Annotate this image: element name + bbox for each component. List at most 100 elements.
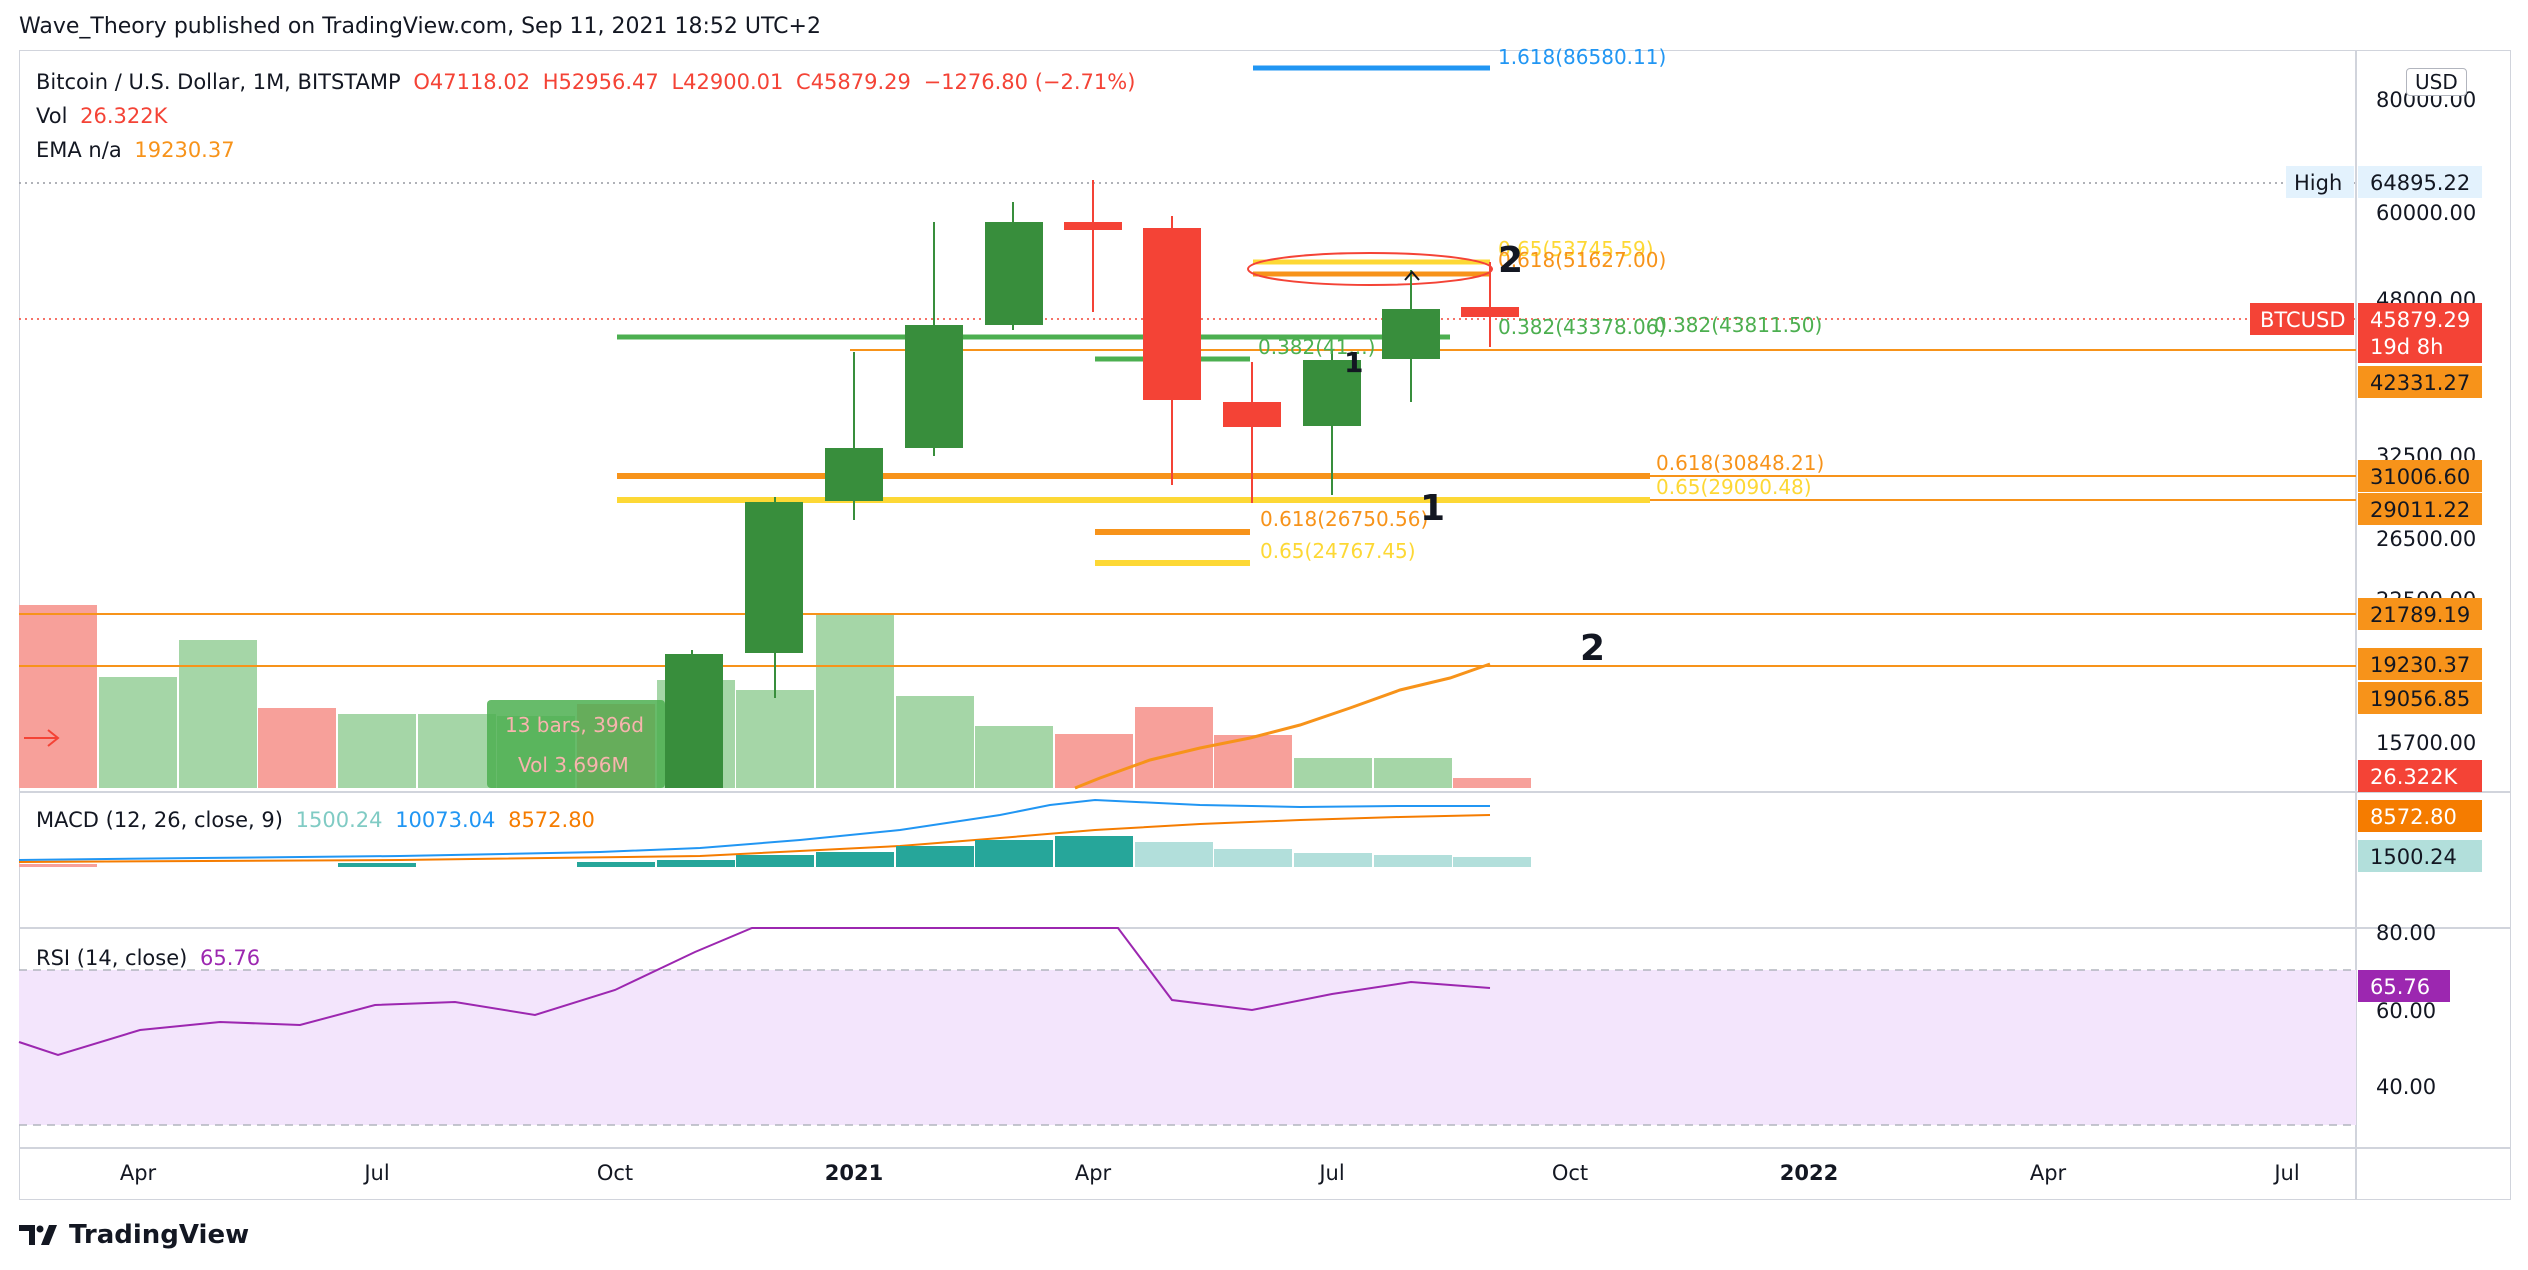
macd-bar [19, 864, 97, 867]
measure-vol-text: Vol 3.696M [518, 753, 629, 777]
legend-change: −1276.80 (−2.71%) [923, 70, 1136, 94]
chart-canvas[interactable]: 13 bars, 396d Vol 3.696M [0, 0, 2528, 1210]
candle-body[interactable] [1143, 228, 1201, 400]
ema-line[interactable] [1074, 662, 1491, 790]
macd-hist-badge-value: 1500.24 [2370, 845, 2457, 869]
price-tick: 60000.00 [2376, 201, 2476, 225]
time-axis[interactable]: Apr Jul Oct 2021 Apr Jul Oct 2022 Apr Ju… [120, 1161, 2300, 1185]
high-marker-label: High [2294, 171, 2342, 195]
macd-legend[interactable]: MACD (12, 26, close, 9) 1500.24 10073.04… [36, 808, 601, 832]
time-tick: Oct [1552, 1161, 1588, 1185]
volume-legend[interactable]: Vol 26.322K [36, 104, 173, 128]
macd-bar [657, 860, 735, 867]
time-tick: Apr [2030, 1161, 2067, 1185]
price-badge-value: 31006.60 [2370, 465, 2470, 489]
rsi-badge [2358, 970, 2450, 1002]
rsi-tick: 60.00 [2376, 999, 2436, 1023]
footer-brand[interactable]: TradingView [19, 1220, 249, 1250]
macd-bar [1214, 849, 1292, 867]
volume-bars [19, 605, 1531, 788]
symbol-legend[interactable]: Bitcoin / U.S. Dollar, 1M, BITSTAMP O471… [36, 70, 1141, 94]
wave-label: 1 [1420, 488, 1445, 529]
candle-body[interactable] [745, 502, 803, 653]
legend-high: H52956.47 [542, 70, 659, 94]
candle-body[interactable] [665, 654, 723, 788]
candle-body[interactable] [1461, 307, 1519, 317]
ema-legend[interactable]: EMA n/a 19230.37 [36, 138, 241, 162]
volume-bar [816, 613, 894, 788]
candle-body[interactable] [1223, 402, 1281, 427]
price-badge [2358, 598, 2482, 630]
macd-bar [1294, 853, 1372, 867]
macd-signal-line[interactable] [18, 814, 1491, 863]
measure-box[interactable] [487, 700, 665, 788]
volume-bar [1294, 758, 1372, 788]
price-axis[interactable]: 80000.00 60000.00 48000.00 32500.00 2650… [2376, 88, 2476, 1099]
price-badge-last-value: 45879.29 [2370, 308, 2470, 332]
candle-body[interactable] [1064, 222, 1122, 230]
fib-label: 0.65(24767.45) [1260, 539, 1416, 563]
volume-bar [1374, 758, 1452, 788]
fib-label: 0.382(41...) [1258, 335, 1375, 359]
macd-bar [1055, 836, 1133, 867]
fib-label: 0.382(43378.06) [1498, 315, 1666, 339]
price-tick: 15700.00 [2376, 731, 2476, 755]
macd-line-value: 10073.04 [395, 808, 496, 832]
arrow-up-icon [1404, 270, 1420, 281]
price-badge-value: 21789.19 [2370, 603, 2470, 627]
ema-label: EMA n/a [36, 138, 122, 162]
volume-bar [896, 696, 974, 788]
macd-label: MACD (12, 26, close, 9) [36, 808, 283, 832]
symbol-badge [2250, 303, 2354, 335]
candle-body[interactable] [1382, 309, 1440, 359]
candles [665, 180, 1519, 788]
price-badge [2358, 682, 2482, 714]
currency-button[interactable]: USD [2406, 68, 2467, 96]
rsi-tick: 80.00 [2376, 921, 2436, 945]
rsi-legend[interactable]: RSI (14, close) 65.76 [36, 946, 266, 970]
volume-badge [2358, 760, 2482, 792]
price-badge-value: 42331.27 [2370, 371, 2470, 395]
time-tick: Jul [1317, 1161, 1344, 1185]
high-marker-box [2286, 166, 2354, 198]
fib-label: 0.65(29090.48) [1656, 475, 1812, 499]
fib-label: 0.618(51627.00) [1498, 248, 1666, 272]
legend-close: C45879.29 [796, 70, 911, 94]
wave-label: 2 [1498, 240, 1523, 281]
time-tick: 2022 [1780, 1161, 1838, 1185]
fib-label: 0.65(53745.59) [1498, 237, 1654, 261]
volume-bar [418, 714, 496, 788]
volume-bar [975, 726, 1053, 788]
fib-label: 1.618(86580.11) [1498, 45, 1666, 69]
macd-signal-value: 8572.80 [508, 808, 595, 832]
candle-body[interactable] [905, 325, 963, 448]
measure-bars-text: 13 bars, 396d [505, 713, 644, 737]
macd-bar [736, 855, 814, 867]
macd-signal-badge [2358, 800, 2482, 832]
candle-body[interactable] [1303, 360, 1361, 426]
legend-low: L42900.01 [671, 70, 784, 94]
symbol-name: Bitcoin / U.S. Dollar, 1M, BITSTAMP [36, 70, 401, 94]
candle-body[interactable] [825, 448, 883, 501]
price-badge-value: 19056.85 [2370, 687, 2470, 711]
time-tick: Jul [362, 1161, 389, 1185]
volume-bar [258, 708, 336, 788]
price-tick: 26500.00 [2376, 527, 2476, 551]
candle-body[interactable] [985, 222, 1043, 325]
symbol-badge-label: BTCUSD [2260, 308, 2346, 332]
macd-line[interactable] [18, 798, 1490, 861]
macd-bar [896, 846, 974, 867]
highlight-ellipse[interactable] [1247, 252, 1493, 286]
macd-bar [975, 840, 1053, 867]
rsi-badge-value: 65.76 [2370, 975, 2430, 999]
macd-bar [1453, 857, 1531, 867]
rsi-line[interactable] [18, 927, 1491, 1057]
time-tick: Jul [2272, 1161, 2299, 1185]
volume-bar [99, 677, 177, 788]
macd-bar [338, 863, 416, 867]
macd-bar [577, 862, 655, 867]
footer-brand-name: TradingView [69, 1220, 250, 1250]
volume-bar [19, 605, 97, 788]
macd-hist-badge [2358, 840, 2482, 872]
legend-open: O47118.02 [413, 70, 531, 94]
